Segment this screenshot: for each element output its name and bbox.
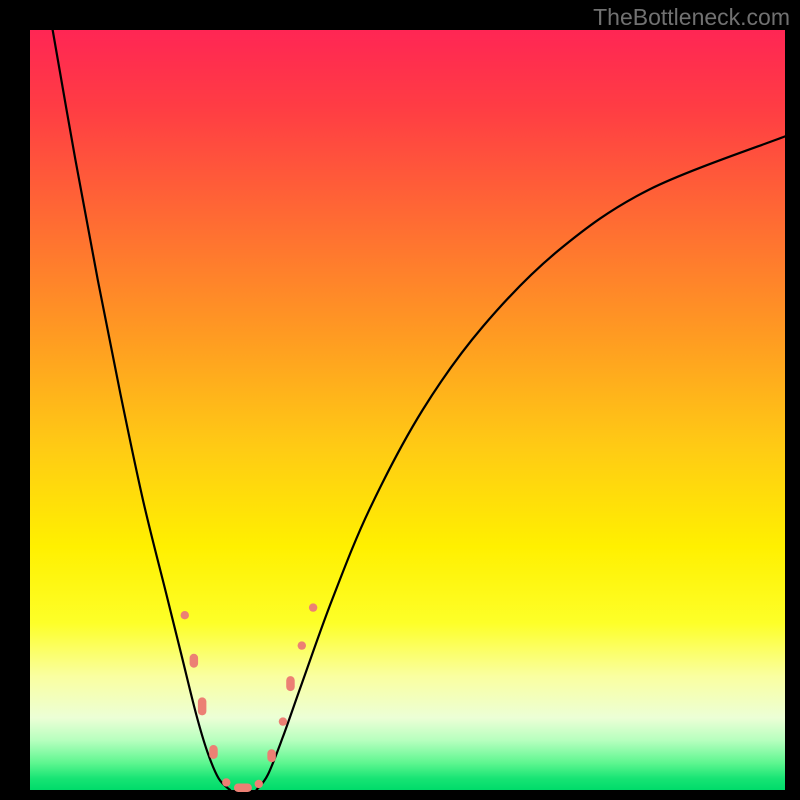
chart-canvas: TheBottleneck.com — [0, 0, 800, 800]
bottleneck-curve-svg — [0, 0, 800, 800]
watermark-text: TheBottleneck.com — [593, 4, 790, 31]
plot-background — [30, 30, 785, 790]
